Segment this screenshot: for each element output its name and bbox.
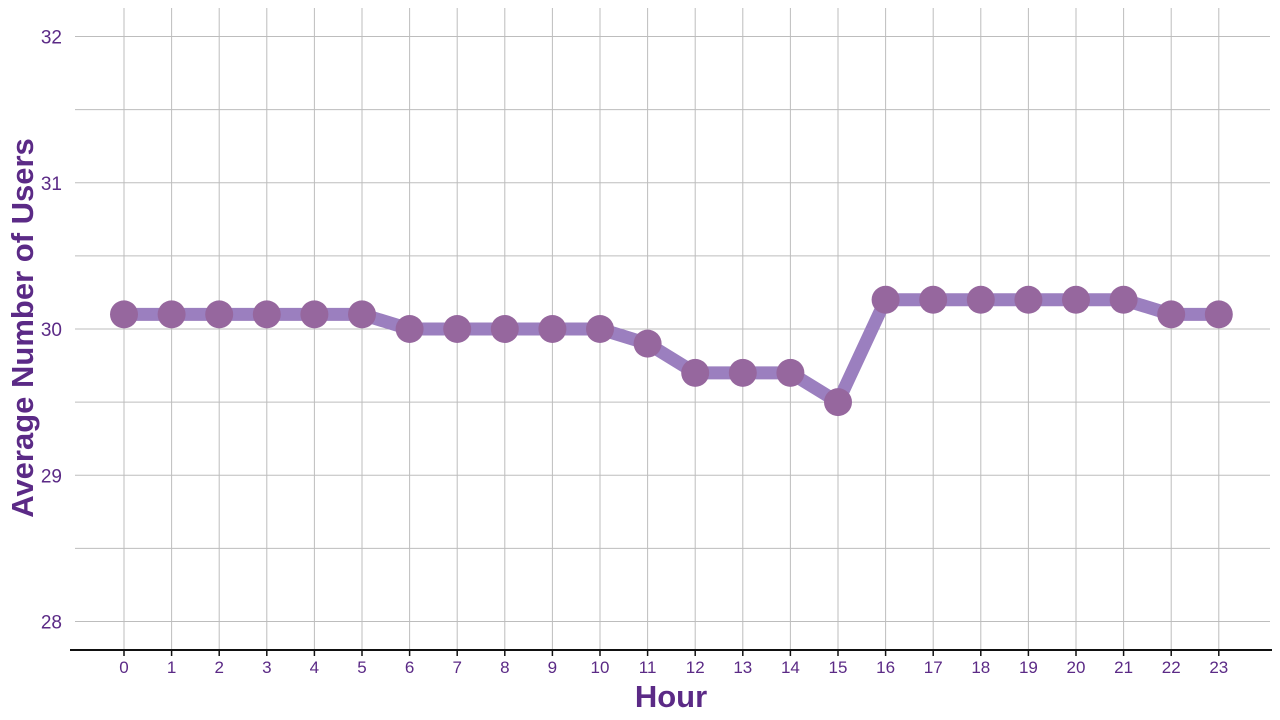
x-tick-label: 19 [1019,658,1038,677]
data-point [157,300,186,329]
x-tick-label: 23 [1209,658,1228,677]
y-tick-label: 32 [41,28,62,49]
x-tick-label: 15 [829,658,848,677]
data-point [490,315,519,343]
data-point [205,300,234,329]
data-point [776,358,805,387]
data-point [538,315,567,343]
x-axis-label: Hour [635,679,707,714]
y-tick-label: 28 [41,613,62,634]
data-point [1062,285,1090,314]
x-tick-label: 22 [1162,658,1181,677]
y-tick-label: 30 [41,320,62,341]
x-tick-label: 0 [119,658,128,677]
x-tick-label: 6 [405,658,414,677]
data-point [252,300,281,329]
x-axis-ticks: 0 1 2 3 4 5 6 7 8 9 10 11 12 13 14 15 16 17 18 19 20 21 22 23 [119,650,1228,677]
series-layer [110,285,1233,417]
x-tick-label: 8 [500,658,509,677]
x-tick-label: 3 [262,658,271,677]
data-point [871,285,900,314]
x-tick-label: 13 [733,658,752,677]
data-point [1109,285,1138,314]
x-tick-label: 9 [548,658,557,677]
data-point [395,315,424,343]
series-line [117,293,1226,409]
x-tick-label: 4 [310,658,319,677]
y-axis-label: Average Number of Users [5,138,40,518]
x-tick-label: 11 [639,658,657,677]
data-point [300,300,329,329]
x-tick-label: 12 [686,658,705,677]
y-tick-label: 29 [41,466,62,487]
data-point [1157,300,1186,329]
data-point [966,285,995,314]
y-axis-ticks: 28 29 30 31 32 [41,28,62,634]
data-point [443,315,472,343]
y-tick-label: 31 [41,174,62,195]
data-point [1204,300,1233,329]
data-point [110,300,138,329]
x-tick-label: 7 [452,658,461,677]
x-tick-label: 17 [924,658,943,677]
x-tick-label: 2 [214,658,223,677]
x-tick-label: 1 [167,658,176,677]
data-point [586,315,614,343]
data-point [633,329,662,358]
data-point [1014,285,1043,314]
x-tick-label: 10 [591,658,610,677]
data-point [681,358,710,387]
x-tick-label: 5 [357,658,366,677]
x-tick-label: 20 [1067,658,1086,677]
x-tick-label: 18 [971,658,990,677]
x-tick-label: 14 [781,658,800,677]
x-tick-label: 16 [876,658,895,677]
data-point [728,358,757,387]
data-point [919,285,948,314]
data-point [348,300,376,329]
data-point [824,388,852,417]
x-tick-label: 21 [1114,658,1133,677]
grid [75,8,1270,650]
